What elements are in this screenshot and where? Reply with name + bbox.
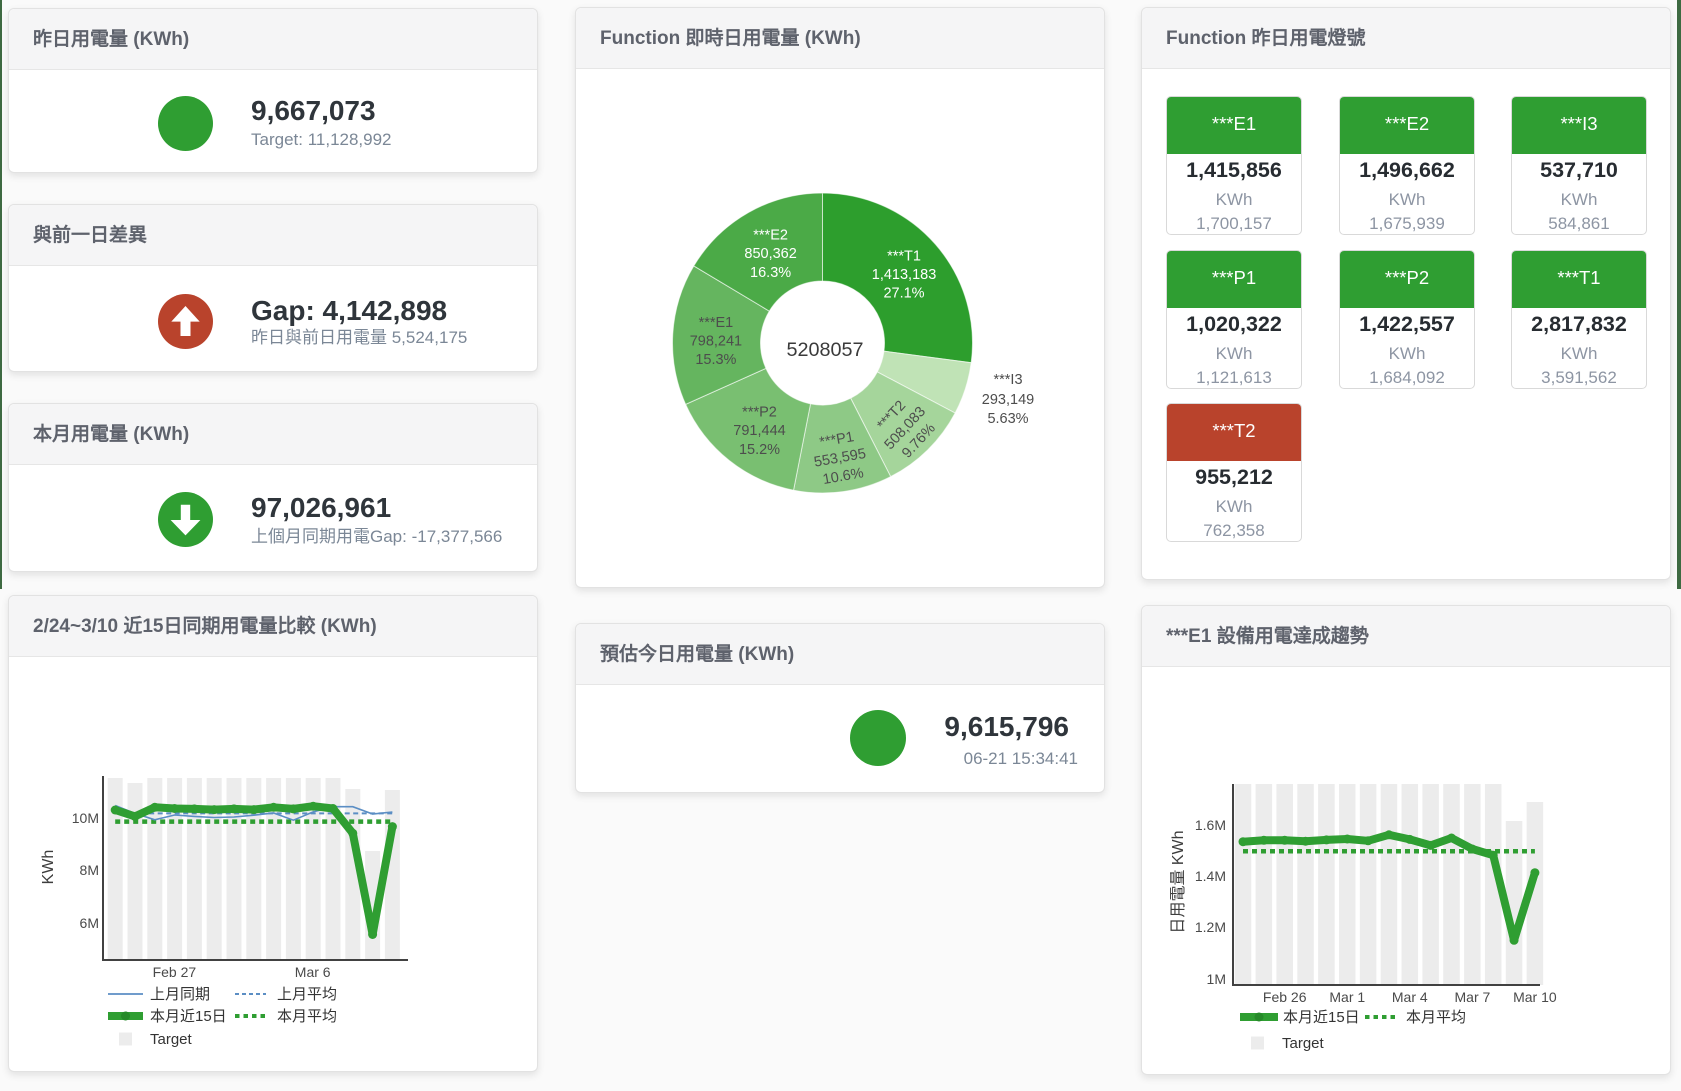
svg-text:Feb 27: Feb 27 [153,964,197,980]
svg-text:***T1: ***T1 [887,249,921,265]
svg-text:本月近15日: 本月近15日 [1283,1009,1360,1026]
svg-text:10M: 10M [72,810,99,826]
svg-text:1.6M: 1.6M [1195,817,1226,833]
svg-text:Mar 1: Mar 1 [1329,989,1365,1005]
svg-text:Target: Target [1282,1035,1325,1052]
svg-text:Target: Target [150,1031,193,1048]
svg-text:15.2%: 15.2% [739,442,780,458]
svg-text:27.1%: 27.1% [883,286,924,302]
svg-text:1M: 1M [1207,971,1226,987]
svg-text:850,362: 850,362 [744,246,796,262]
svg-text:Mar 7: Mar 7 [1455,989,1491,1005]
svg-text:293,149: 293,149 [982,392,1034,408]
svg-text:8M: 8M [80,862,99,878]
svg-text:Mar 4: Mar 4 [1392,989,1428,1005]
svg-text:***P1: ***P1 [818,429,855,451]
svg-text:本月平均: 本月平均 [1406,1009,1466,1026]
svg-text:1.2M: 1.2M [1195,919,1226,935]
svg-text:KWh: KWh [40,850,57,885]
svg-text:1,413,183: 1,413,183 [872,267,937,283]
svg-text:5.63%: 5.63% [987,411,1028,427]
svg-text:16.3%: 16.3% [750,265,791,281]
svg-text:上月同期: 上月同期 [150,986,210,1003]
svg-text:***E2: ***E2 [753,228,788,244]
svg-text:日用電量 KWh: 日用電量 KWh [1170,830,1187,933]
svg-text:1.4M: 1.4M [1195,868,1226,884]
svg-text:15.3%: 15.3% [695,352,736,368]
svg-text:本月平均: 本月平均 [277,1008,337,1025]
svg-text:***I3: ***I3 [993,372,1022,388]
svg-text:Mar 10: Mar 10 [1513,989,1557,1005]
svg-text:上月平均: 上月平均 [277,986,337,1003]
svg-text:791,444: 791,444 [733,423,785,439]
svg-text:6M: 6M [80,915,99,931]
svg-text:本月近15日: 本月近15日 [150,1008,227,1025]
svg-text:798,241: 798,241 [690,334,742,350]
svg-text:Mar 6: Mar 6 [295,964,331,980]
svg-text:***P2: ***P2 [742,405,777,421]
svg-text:***E1: ***E1 [699,315,734,331]
svg-text:Feb 26: Feb 26 [1263,989,1307,1005]
svg-text:10.6%: 10.6% [822,465,865,488]
svg-text:5208057: 5208057 [786,339,863,361]
